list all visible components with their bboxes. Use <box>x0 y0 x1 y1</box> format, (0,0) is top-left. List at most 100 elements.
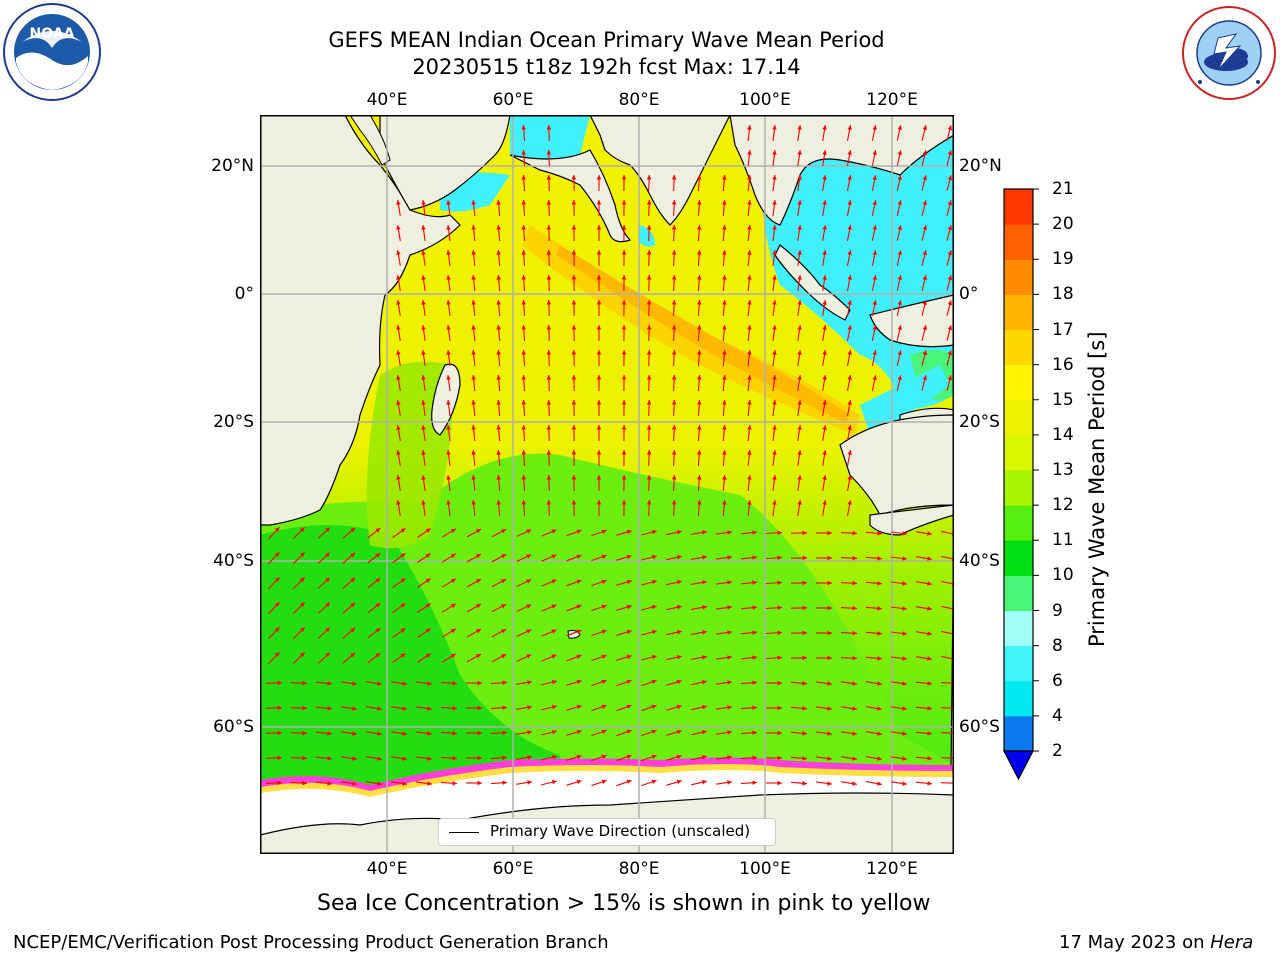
wave-arrow-head <box>621 475 627 480</box>
wave-arrow-head <box>877 781 882 786</box>
wave-arrow-head <box>546 500 552 505</box>
wave-arrow-head <box>697 225 702 230</box>
wave-arrow-head <box>350 652 356 658</box>
wave-arrow-head <box>471 375 476 380</box>
wave-arrow-head <box>646 425 652 430</box>
wave-arrow-head <box>421 275 426 280</box>
wave-arrow-head <box>772 400 777 405</box>
wave-arrow-head <box>350 527 356 533</box>
wave-arrow-head <box>571 325 577 330</box>
wave-arrow-head <box>626 554 632 560</box>
wave-arrow-head <box>797 300 802 305</box>
wave-arrow-head <box>797 400 802 405</box>
wave-arrow-head <box>651 529 657 535</box>
wave-arrow-head <box>902 656 907 661</box>
wave-arrow-head <box>852 706 857 711</box>
wave-arrow-head <box>897 275 902 280</box>
wave-arrow-head <box>747 375 752 380</box>
wave-arrow-head <box>576 579 582 584</box>
map-frame <box>260 115 954 854</box>
wave-arrow-head <box>502 705 507 710</box>
wave-arrow-head <box>546 325 552 330</box>
wave-arrow-head <box>722 425 727 430</box>
wave-arrow-head <box>446 325 451 330</box>
wave-arrow-head <box>327 731 332 736</box>
wave-arrow-head <box>847 125 852 130</box>
wave-arrow-head <box>327 706 332 711</box>
wave-arrow-head <box>777 580 782 585</box>
wave-arrow-head <box>747 450 752 455</box>
wave-arrow-head <box>947 300 953 306</box>
wave-arrow-head <box>646 300 652 305</box>
wave-arrow-shaft <box>941 630 954 635</box>
wave-arrow-head <box>877 606 882 611</box>
wave-arrow-head <box>947 375 953 381</box>
wave-arrow-head <box>571 475 577 480</box>
wave-arrow-head <box>877 756 882 761</box>
wave-arrow-head <box>527 780 532 785</box>
wave-arrow-head <box>852 756 857 761</box>
wave-arrow-head <box>450 653 456 659</box>
wave-arrow-head <box>852 731 857 736</box>
wave-arrow-head <box>822 225 827 230</box>
wave-arrow-head <box>452 706 457 711</box>
wave-arrow-head <box>772 325 777 330</box>
wave-arrow-shaft <box>941 580 954 585</box>
wave-arrow-head <box>922 375 927 381</box>
wave-arrow-head <box>546 350 552 355</box>
colorbar-swatch <box>1004 294 1033 331</box>
colorbar-swatch <box>1004 575 1033 612</box>
wave-arrow-head <box>947 325 953 331</box>
wave-arrow-head <box>651 729 657 734</box>
wave-arrow-head <box>274 627 280 632</box>
top-tick-60e: 60°E <box>492 90 534 110</box>
wave-arrow-shaft <box>941 655 954 660</box>
wave-arrow-head <box>546 125 552 130</box>
wave-arrow-head <box>571 225 577 230</box>
wave-arrow-head <box>722 225 727 230</box>
wave-arrow-head <box>902 631 907 636</box>
wave-arrow-head <box>802 555 807 561</box>
wave-arrow-head <box>822 125 827 130</box>
wave-arrow-head <box>872 125 877 130</box>
wave-arrow-head <box>601 654 607 659</box>
wave-arrow-head <box>425 603 431 608</box>
colorbar-tick-label: 19 <box>1052 249 1074 270</box>
wave-arrow-head <box>747 425 752 430</box>
wave-arrow-head <box>471 450 476 455</box>
wave-arrow-head <box>501 629 507 634</box>
wave-arrow-head <box>877 656 882 661</box>
wave-arrow-head <box>922 125 927 131</box>
wave-arrow-head <box>797 475 802 480</box>
wave-arrow-head <box>897 125 902 130</box>
wave-arrow-head <box>377 756 382 761</box>
wave-arrow-head <box>922 150 927 156</box>
wave-arrow-head <box>302 705 307 711</box>
wave-arrow-head <box>452 756 457 761</box>
wave-arrow-head <box>596 425 602 430</box>
wave-arrow-head <box>496 300 501 305</box>
wave-arrow-head <box>677 605 682 610</box>
wave-arrow-head <box>521 325 526 330</box>
wave-arrow-head <box>852 630 857 636</box>
wave-arrow-head <box>676 754 682 760</box>
colorbar-tick-label: 15 <box>1052 389 1074 410</box>
wave-arrow-head <box>777 780 782 786</box>
wave-arrow-head <box>847 200 852 205</box>
wave-arrow-head <box>872 250 877 255</box>
wave-arrow-head <box>501 554 507 559</box>
wave-arrow-head <box>402 731 407 736</box>
wave-arrow-head <box>377 706 382 711</box>
wave-arrow-head <box>446 475 451 480</box>
wave-arrow-head <box>722 475 727 480</box>
wave-arrow-head <box>446 200 451 205</box>
wave-arrow-head <box>596 200 602 205</box>
wave-arrow-head <box>852 580 857 586</box>
wave-arrow-head <box>621 500 627 505</box>
wave-arrow-head <box>702 555 707 560</box>
wave-arrow-head <box>822 250 827 255</box>
wave-arrow-head <box>646 225 652 230</box>
wave-arrow-head <box>626 754 632 759</box>
wave-arrow-head <box>596 450 602 455</box>
wave-arrow-head <box>877 706 882 711</box>
